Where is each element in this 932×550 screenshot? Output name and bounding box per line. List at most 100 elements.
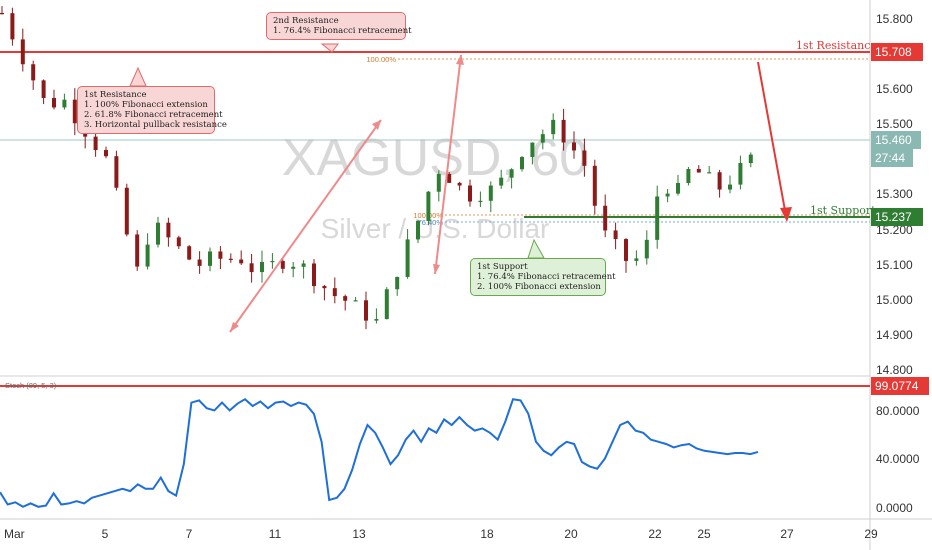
note-res1-pointer xyxy=(129,66,147,87)
price-tick: 15.300 xyxy=(876,187,913,201)
candle-body xyxy=(249,263,254,273)
candle-body xyxy=(0,12,4,15)
candle-body xyxy=(208,251,212,266)
candle-body xyxy=(384,289,389,320)
candle-body xyxy=(478,200,483,203)
candle-body xyxy=(499,177,504,186)
candle-body xyxy=(270,260,275,263)
candle-body xyxy=(176,237,181,247)
candle-body xyxy=(197,259,202,266)
candle-body xyxy=(436,173,441,192)
candle-body xyxy=(624,239,628,261)
watermark-symbol: XAGUSD, 60 xyxy=(282,129,588,187)
candle-body xyxy=(20,39,25,65)
candle-body xyxy=(166,222,171,238)
fib-arrow-up-line xyxy=(229,119,382,333)
time-label: 11 xyxy=(269,527,282,541)
candle-body xyxy=(374,319,379,321)
time-label: 22 xyxy=(648,527,662,541)
candle-body xyxy=(353,300,358,302)
candle-body xyxy=(748,154,753,163)
candle-body xyxy=(634,258,639,261)
candle-body xyxy=(31,64,36,81)
candle-body xyxy=(343,296,348,301)
candle-body xyxy=(239,259,244,264)
price-tick: 14.900 xyxy=(876,328,913,342)
candle-body xyxy=(530,142,535,157)
stoch-tick: 80.0000 xyxy=(876,404,920,418)
candle-body xyxy=(10,13,15,40)
candle-body xyxy=(488,185,493,201)
candle-body xyxy=(145,244,150,267)
candle-body xyxy=(696,168,701,173)
current-price-tag: 15.460 xyxy=(871,131,921,149)
time-label: 5 xyxy=(102,527,109,541)
candle-body xyxy=(62,99,67,108)
note-line: 3. Horizontal pullback resistance xyxy=(84,120,227,130)
candle-body xyxy=(665,193,670,197)
stoch-tick: 40.0000 xyxy=(876,452,920,466)
fib-upper-label: 100.00% xyxy=(366,55,396,64)
candle-body xyxy=(717,172,722,190)
candle-body xyxy=(280,260,285,269)
fib-arrow-2-line xyxy=(434,54,462,275)
candle-body xyxy=(260,261,264,273)
price-axis-ticks: 15.800 15.600 15.500 15.300 15.200 15.10… xyxy=(876,12,913,377)
note-line: 1. 100% Fibonacci extension xyxy=(84,100,208,110)
candle-body xyxy=(228,258,233,260)
candle-body xyxy=(135,234,140,267)
candle-body xyxy=(364,300,368,321)
candle-body xyxy=(468,185,472,202)
candle-body xyxy=(572,142,576,151)
fib-arrow-up-head xyxy=(372,120,381,130)
price-tick: 15.600 xyxy=(876,82,913,96)
candle-body xyxy=(301,263,306,267)
candle-body xyxy=(104,150,108,157)
candle-body xyxy=(405,239,410,277)
candle-body xyxy=(676,182,680,194)
stoch-title: Stoch (89, 5, 3) xyxy=(5,381,57,390)
price-tick: 14.800 xyxy=(876,363,913,377)
stoch-line xyxy=(0,397,759,508)
stoch-level-tag: 99.0774 xyxy=(871,377,929,395)
candle-body xyxy=(644,239,649,259)
candle-body xyxy=(52,97,56,108)
resistance-price-tag: 15.708 xyxy=(871,43,923,61)
time-label: 18 xyxy=(480,527,494,541)
note-title: 2nd Resistance xyxy=(273,16,339,26)
candle-body xyxy=(291,266,296,269)
note-line: 2. 100% Fibonacci extension xyxy=(477,282,601,292)
candle-body xyxy=(72,99,77,124)
note-first-support: 1st Support 1. 76.4% Fibonacci retraceme… xyxy=(470,258,616,296)
candle-body xyxy=(332,288,337,297)
note-second-resistance: 2nd Resistance 1. 76.4% Fibonacci retrac… xyxy=(266,12,412,40)
price-tick: 15.800 xyxy=(876,12,913,26)
candle-body xyxy=(603,205,608,231)
support-label: 1st Support xyxy=(810,204,876,217)
candle-body xyxy=(457,182,462,186)
note-title: 1st Resistance xyxy=(84,90,147,100)
watermark-name: Silver / U.S. Dollar xyxy=(321,213,550,244)
candle-body xyxy=(218,251,223,259)
time-label: 29 xyxy=(864,527,878,541)
note-first-resistance: 1st Resistance 1. 100% Fibonacci extensi… xyxy=(77,86,227,134)
candle-body xyxy=(707,172,712,174)
candle-body xyxy=(312,263,316,287)
time-label: Mar xyxy=(4,527,25,541)
time-label: 7 xyxy=(186,527,193,541)
candle-body xyxy=(613,230,618,240)
candle-body xyxy=(416,220,420,240)
fib-arrow-up-tail xyxy=(230,322,239,332)
candle-body xyxy=(738,162,743,185)
candle-body xyxy=(540,134,545,143)
price-tick: 15.000 xyxy=(876,293,913,307)
candle-body xyxy=(686,168,691,183)
price-tick: 15.200 xyxy=(876,223,913,237)
price-tick: 15.100 xyxy=(876,258,913,272)
candle-body xyxy=(156,222,160,245)
candle-body xyxy=(93,136,98,151)
countdown-tag: 27:44 xyxy=(871,149,913,167)
candle-body xyxy=(520,156,524,170)
price-tick: 15.500 xyxy=(876,117,913,131)
